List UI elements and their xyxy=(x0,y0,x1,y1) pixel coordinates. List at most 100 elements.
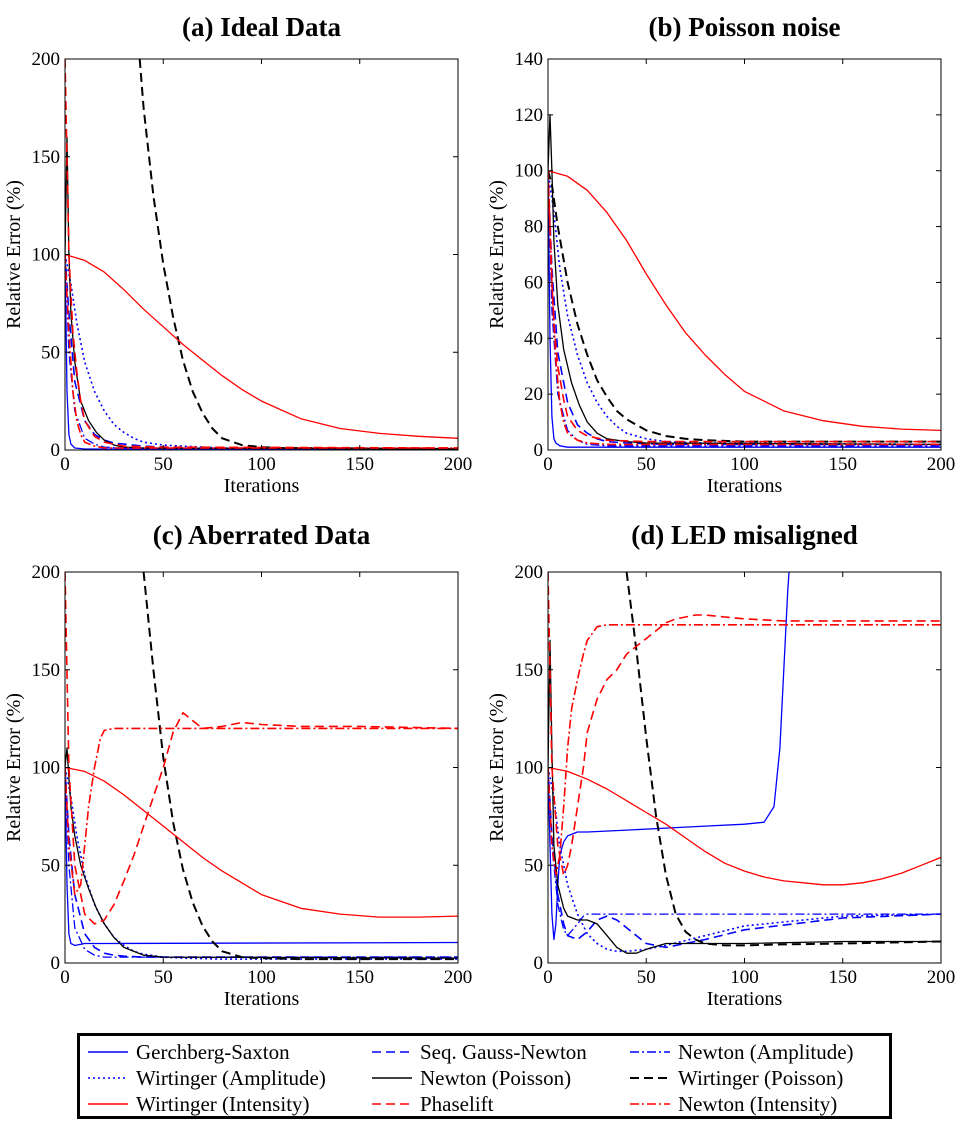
y-tick-label: 100 xyxy=(515,758,544,779)
series-line-wirtinger-intensity xyxy=(65,766,458,918)
x-tick-label: 100 xyxy=(247,454,276,475)
x-tick-label: 200 xyxy=(927,967,956,988)
y-tick-label: 0 xyxy=(51,953,61,974)
x-tick-label: 50 xyxy=(637,454,656,475)
series-line-gerchberg-saxton xyxy=(65,767,458,947)
series-line-phaselift xyxy=(65,59,458,449)
series-line-wirtinger-intensity xyxy=(548,170,941,432)
legend-label-newton-intensity: Newton (Intensity) xyxy=(678,1091,838,1116)
series-line-phaselift xyxy=(548,170,941,443)
y-axis-label: Relative Error (%) xyxy=(3,693,25,842)
series-line-newton-poisson xyxy=(548,114,941,446)
series-line-wirtinger-amplitude xyxy=(65,767,458,960)
x-tick-label: 50 xyxy=(154,454,173,475)
legend-item-newton-intensity: Newton (Intensity) xyxy=(628,1091,837,1117)
y-tick-label: 100 xyxy=(515,161,544,182)
series-group xyxy=(548,114,941,448)
y-tick-label: 200 xyxy=(515,562,544,583)
plot-frame xyxy=(64,58,459,451)
y-tick-label: 60 xyxy=(524,272,543,293)
series-line-newton-amplitude xyxy=(65,767,458,958)
x-tick-label: 0 xyxy=(60,454,70,475)
series-line-newton-intensity xyxy=(548,623,941,876)
panel-title: (d) LED misaligned xyxy=(631,520,858,550)
x-axis-label: Iterations xyxy=(707,988,783,1010)
series-line-gerchberg-saxton xyxy=(65,254,458,450)
x-tick-label: 0 xyxy=(543,967,553,988)
legend-label-gerchberg-saxton: Gerchberg-Saxton xyxy=(136,1039,290,1064)
series-line-phaselift xyxy=(548,572,941,876)
y-tick-label: 100 xyxy=(32,758,61,779)
y-tick-label: 40 xyxy=(524,328,543,349)
x-tick-label: 200 xyxy=(927,454,956,475)
series-line-seq-gauss-newton xyxy=(548,767,941,949)
series-group xyxy=(65,59,458,450)
legend-label-phaselift: Phaselift xyxy=(420,1091,494,1116)
legend-swatch-gerchberg-saxton xyxy=(88,1051,128,1053)
x-tick-label: 150 xyxy=(829,454,858,475)
legend: Gerchberg-Saxton Seq. Gauss-Newton Newto… xyxy=(77,1033,892,1119)
x-tick-label: 50 xyxy=(637,967,656,988)
legend-item-wirtinger-poisson: Wirtinger (Poisson) xyxy=(628,1065,843,1091)
plot-frame xyxy=(64,571,459,964)
y-tick-label: 0 xyxy=(534,440,544,461)
y-tick-label: 80 xyxy=(524,217,543,238)
y-tick-label: 0 xyxy=(534,953,544,974)
series-line-wirtinger-intensity xyxy=(65,253,458,439)
y-tick-label: 20 xyxy=(524,384,543,405)
x-tick-label: 100 xyxy=(247,967,276,988)
series-group xyxy=(65,572,458,961)
legend-swatch-wirtinger-poisson xyxy=(630,1077,670,1079)
series-line-gerchberg-saxton xyxy=(548,170,941,448)
series-line-newton-intensity xyxy=(65,727,458,896)
series-group xyxy=(548,572,941,954)
legend-item-wirtinger-amplitude: Wirtinger (Amplitude) xyxy=(86,1065,326,1091)
legend-label-newton-poisson: Newton (Poisson) xyxy=(420,1065,572,1090)
x-tick-label: 150 xyxy=(346,454,375,475)
y-tick-label: 150 xyxy=(32,660,61,681)
x-tick-label: 150 xyxy=(829,967,858,988)
x-tick-label: 0 xyxy=(60,967,70,988)
x-axis-label: Iterations xyxy=(707,475,783,497)
legend-item-wirtinger-intensity: Wirtinger (Intensity) xyxy=(86,1091,310,1117)
series-line-wirtinger-intensity xyxy=(548,766,941,886)
series-line-newton-amplitude xyxy=(65,254,458,450)
panel-3: (c) Aberrated Data 0 50 100 150 200 0 50 100 150 2… xyxy=(3,520,472,1010)
x-tick-label: 100 xyxy=(730,454,759,475)
x-tick-label: 0 xyxy=(543,454,553,475)
legend-swatch-newton-amplitude xyxy=(630,1051,670,1053)
legend-item-phaselift: Phaselift xyxy=(370,1091,494,1117)
series-line-phaselift xyxy=(65,572,458,925)
y-axis-label: Relative Error (%) xyxy=(486,180,508,329)
series-line-wirtinger-poisson xyxy=(142,572,458,961)
series-line-wirtinger-amplitude xyxy=(548,170,941,446)
plot-frame xyxy=(547,571,942,964)
series-line-wirtinger-amplitude xyxy=(548,767,941,953)
legend-label-wirtinger-intensity: Wirtinger (Intensity) xyxy=(136,1091,310,1116)
panel-title: (b) Poisson noise xyxy=(648,12,840,42)
x-axis-label: Iterations xyxy=(224,475,300,497)
legend-item-gerchberg-saxton: Gerchberg-Saxton xyxy=(86,1039,290,1065)
y-tick-label: 150 xyxy=(515,660,544,681)
legend-item-seq-gauss-newton: Seq. Gauss-Newton xyxy=(370,1039,587,1065)
y-tick-label: 150 xyxy=(32,147,61,168)
legend-swatch-seq-gauss-newton xyxy=(372,1051,412,1053)
y-tick-label: 200 xyxy=(32,562,61,583)
legend-swatch-wirtinger-intensity xyxy=(88,1103,128,1105)
series-line-newton-intensity xyxy=(65,254,458,449)
x-axis-label: Iterations xyxy=(224,988,300,1010)
series-line-gerchberg-saxton xyxy=(548,572,790,941)
series-line-wirtinger-poisson xyxy=(138,59,458,450)
y-tick-label: 50 xyxy=(41,342,60,363)
x-tick-label: 200 xyxy=(444,967,473,988)
legend-label-wirtinger-amplitude: Wirtinger (Amplitude) xyxy=(136,1065,326,1090)
panel-title: (c) Aberrated Data xyxy=(153,520,371,550)
series-line-newton-poisson xyxy=(548,639,941,954)
series-line-wirtinger-poisson xyxy=(548,170,941,443)
y-tick-label: 200 xyxy=(32,49,61,70)
y-tick-label: 50 xyxy=(524,855,543,876)
series-line-seq-gauss-newton xyxy=(65,767,458,958)
series-line-wirtinger-poisson xyxy=(625,572,941,947)
panel-title: (a) Ideal Data xyxy=(182,12,341,42)
